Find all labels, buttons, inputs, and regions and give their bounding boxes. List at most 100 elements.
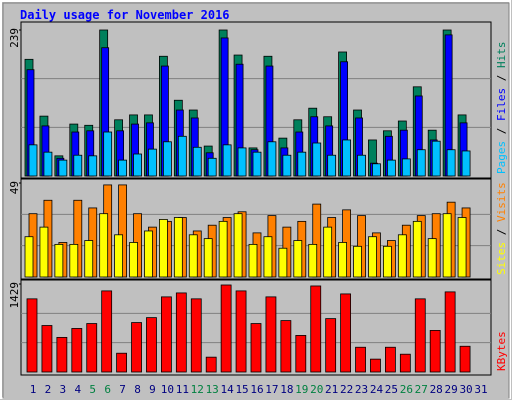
bar	[442, 213, 452, 278]
bar	[250, 323, 262, 373]
x-tick-label: 1	[30, 383, 37, 396]
bar	[58, 159, 68, 177]
x-tick-label: 27	[415, 383, 428, 396]
bar	[103, 131, 113, 177]
x-tick-label: 8	[134, 383, 141, 396]
bar	[325, 318, 337, 373]
chart-title: Daily usage for November 2016	[20, 8, 230, 22]
x-tick-label: 24	[370, 383, 384, 396]
bar	[282, 154, 292, 177]
x-tick-label: 20	[310, 383, 323, 396]
bar	[444, 291, 456, 373]
x-tick-label: 19	[295, 383, 308, 396]
legend-separator: /	[495, 68, 508, 88]
legend-separator: /	[495, 121, 508, 141]
bar	[235, 290, 247, 373]
bar	[69, 243, 79, 278]
bar	[237, 147, 247, 177]
x-tick-label: 3	[60, 383, 67, 396]
legend-entry: Hits	[495, 42, 508, 69]
x-tick-label: 25	[385, 383, 398, 396]
x-tick-label: 16	[250, 383, 263, 396]
bar	[26, 298, 38, 373]
bar	[131, 322, 142, 373]
bar	[99, 213, 109, 278]
bar	[370, 358, 381, 373]
y-tick-label: 49	[8, 181, 21, 194]
x-tick-label: 30	[459, 383, 472, 396]
bar	[459, 345, 471, 373]
y-tick-label: 239	[8, 28, 21, 48]
bar	[327, 154, 337, 177]
bar	[148, 148, 157, 177]
bar	[386, 159, 396, 177]
bar	[427, 238, 437, 278]
bar	[399, 353, 411, 373]
x-tick-label: 4	[74, 383, 81, 396]
bar	[342, 139, 352, 177]
legend-entry: Pages	[495, 141, 508, 174]
bar	[353, 245, 362, 278]
x-tick-label: 18	[280, 383, 293, 396]
bar	[129, 242, 138, 278]
x-tick-label: 2	[45, 383, 52, 396]
bar	[355, 346, 366, 373]
bar	[188, 234, 198, 278]
legend: Sites / Visits	[495, 182, 508, 275]
bar	[86, 323, 98, 373]
bar	[116, 352, 127, 373]
bar	[222, 144, 232, 177]
x-tick-label: 13	[206, 383, 219, 396]
x-tick-label: 5	[89, 383, 96, 396]
x-tick-label: 29	[445, 383, 458, 396]
bar	[133, 153, 142, 177]
bar	[158, 219, 168, 278]
bar	[162, 141, 172, 177]
x-tick-label: 10	[161, 383, 174, 396]
x-tick-label: 6	[104, 383, 111, 396]
bar	[101, 290, 113, 373]
legend-separator: /	[495, 222, 508, 242]
legend: KBytes	[495, 331, 508, 371]
x-tick-label: 17	[265, 383, 278, 396]
bar	[382, 245, 392, 278]
bar	[160, 296, 172, 373]
x-tick-label: 26	[400, 383, 413, 396]
bar	[207, 157, 217, 177]
bar	[203, 238, 213, 278]
bar	[267, 141, 277, 177]
x-tick-label: 22	[340, 383, 353, 396]
bar	[54, 243, 64, 278]
bar	[308, 243, 318, 278]
bar	[265, 296, 277, 373]
bar	[43, 151, 53, 177]
x-tick-label: 9	[149, 383, 156, 396]
bar	[357, 154, 366, 177]
bar	[190, 298, 202, 373]
legend-entry: Files	[495, 88, 508, 121]
bar	[263, 236, 273, 278]
bar	[28, 144, 38, 177]
x-tick-label: 31	[474, 383, 487, 396]
bar	[368, 236, 377, 278]
bar	[416, 149, 426, 177]
bar	[338, 242, 348, 278]
bar	[446, 149, 456, 177]
bar	[220, 284, 232, 373]
bar	[414, 298, 426, 373]
x-tick-label: 12	[191, 383, 204, 396]
bar	[205, 356, 217, 373]
bar	[280, 320, 292, 373]
bar	[73, 154, 83, 177]
bar	[56, 336, 68, 373]
legend-entry: Visits	[495, 182, 508, 222]
bar	[146, 317, 157, 373]
x-tick-label: 14	[221, 383, 235, 396]
bar	[41, 325, 53, 373]
legend-entry: KBytes	[495, 331, 508, 371]
bar	[312, 142, 322, 177]
bar	[431, 140, 441, 177]
bar	[175, 292, 187, 373]
